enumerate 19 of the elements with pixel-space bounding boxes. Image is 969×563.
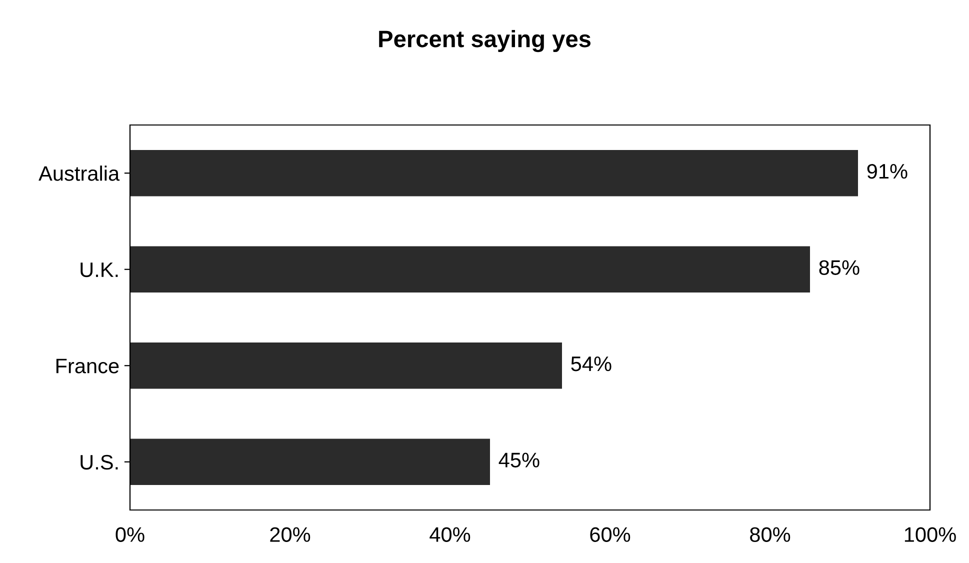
- data-label: 45%: [498, 452, 540, 468]
- bar: [130, 342, 562, 389]
- bar: [130, 246, 810, 292]
- x-tick-label: 100%: [904, 527, 956, 542]
- data-label: 85%: [819, 260, 860, 275]
- x-tick-label: 20%: [270, 527, 310, 542]
- bar: [130, 438, 490, 485]
- bar: [130, 150, 858, 196]
- data-label: 91%: [867, 164, 908, 179]
- y-tick-label: France: [56, 358, 119, 374]
- y-tick-label: Australia: [38, 166, 120, 181]
- y-tick-label: U.S.: [80, 454, 118, 470]
- chart-title: Percent saying yes: [379, 30, 591, 52]
- data-label: 54%: [571, 356, 612, 372]
- x-tick-label: 0%: [116, 527, 144, 542]
- y-tick-label: U.K.: [80, 262, 118, 278]
- x-tick-label: 40%: [430, 527, 470, 542]
- x-tick-label: 60%: [590, 527, 630, 542]
- x-tick-label: 80%: [750, 527, 790, 542]
